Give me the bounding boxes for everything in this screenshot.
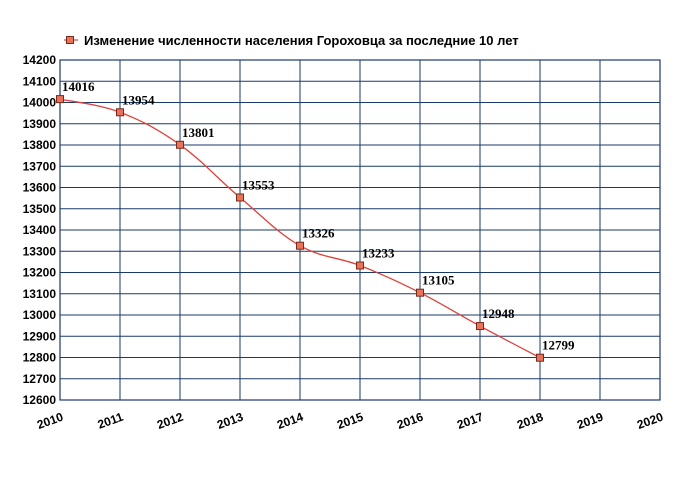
x-tick-label: 2016 xyxy=(395,410,425,432)
x-tick-label: 2010 xyxy=(35,410,65,432)
data-point-marker xyxy=(176,140,184,149)
data-label: 13233 xyxy=(362,245,395,260)
data-point-marker xyxy=(356,261,364,270)
y-tick-label: 14000 xyxy=(23,96,57,110)
y-tick-label: 13600 xyxy=(23,181,57,195)
data-point-marker xyxy=(416,288,424,297)
y-tick-label: 13500 xyxy=(23,202,57,216)
data-point-marker xyxy=(56,95,64,104)
x-tick-label: 2017 xyxy=(455,410,485,432)
data-point-marker xyxy=(476,322,484,331)
data-label: 13954 xyxy=(122,92,155,107)
data-point-marker xyxy=(536,353,544,362)
legend-entry: Изменение численности населения Гороховц… xyxy=(84,33,519,48)
data-label: 14016 xyxy=(62,79,95,94)
x-axis-tick-labels: 2010 2011 2012 2013 2014 2015 2016 2017 2018 2019… xyxy=(35,410,665,432)
x-tick-label: 2015 xyxy=(335,410,365,432)
x-tick-label: 2013 xyxy=(215,410,245,432)
y-axis-tick-labels: 12600 12700 12800 12900 13000 13100 13200 13300… xyxy=(23,53,57,407)
y-tick-label: 13100 xyxy=(23,287,57,301)
x-tick-label: 2019 xyxy=(575,410,605,432)
data-point-marker xyxy=(116,108,124,117)
data-label: 13105 xyxy=(422,273,455,288)
y-tick-label: 13300 xyxy=(23,244,57,258)
y-tick-label: 14200 xyxy=(23,53,57,67)
y-tick-label: 12900 xyxy=(23,329,57,343)
x-tick-label: 2020 xyxy=(635,410,665,432)
y-tick-label: 13000 xyxy=(23,308,57,322)
series: 14016 13954 13801 13553 13326 13233 13105 12948… xyxy=(56,79,575,362)
grid xyxy=(59,59,661,401)
y-tick-label: 13200 xyxy=(23,266,57,280)
y-tick-label: 12800 xyxy=(23,351,57,365)
x-tick-label: 2014 xyxy=(275,410,305,432)
data-point-marker xyxy=(236,193,244,202)
data-point-marker xyxy=(296,241,304,250)
y-tick-label: 13800 xyxy=(23,138,57,152)
y-tick-label: 13700 xyxy=(23,159,57,173)
y-tick-label: 13900 xyxy=(23,117,57,131)
data-label: 13326 xyxy=(302,226,335,241)
data-label: 12948 xyxy=(482,306,515,321)
y-tick-label: 12700 xyxy=(23,372,57,386)
y-tick-label: 13400 xyxy=(23,223,57,237)
legend-marker-swatch xyxy=(66,36,74,44)
data-label: 13801 xyxy=(182,125,215,140)
data-label: 13553 xyxy=(242,177,275,192)
y-tick-label: 14100 xyxy=(23,74,57,88)
x-tick-label: 2011 xyxy=(96,410,126,432)
x-tick-label: 2012 xyxy=(155,410,185,432)
y-tick-label: 12600 xyxy=(23,393,57,407)
x-tick-label: 2018 xyxy=(515,410,545,432)
data-label: 12799 xyxy=(542,338,575,353)
legend: Изменение численности населения Гороховц… xyxy=(64,33,519,48)
